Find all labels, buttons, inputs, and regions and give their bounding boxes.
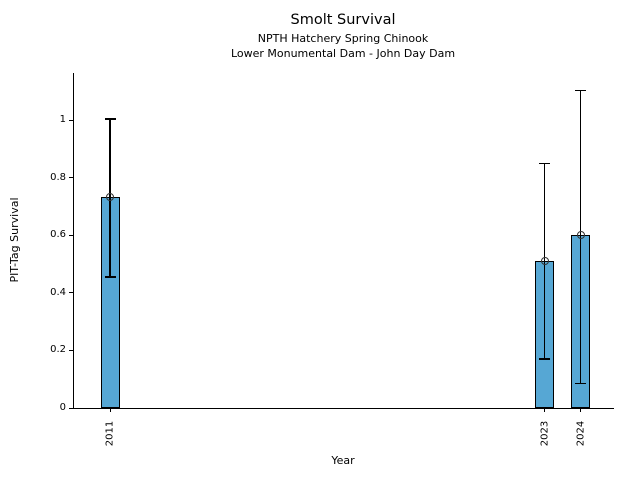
x-tick-label: 2011 [104, 420, 116, 446]
x-tick-label: 2024 [575, 420, 587, 446]
data-point-marker [106, 192, 115, 201]
error-bar-cap-bottom [104, 276, 116, 278]
y-tick-label: 0.4 [50, 286, 66, 298]
y-tick-mark [69, 234, 73, 236]
error-bar-cap-top [575, 89, 587, 91]
x-tick-mark [580, 408, 582, 412]
y-tick-label: 0.8 [50, 171, 66, 183]
y-tick-label: 0.6 [50, 229, 66, 241]
data-point-marker [576, 231, 585, 240]
x-tick-mark [109, 408, 111, 412]
y-tick-mark [69, 407, 73, 409]
y-tick-mark [69, 177, 73, 179]
chart-subtitle-line1: NPTH Hatchery Spring Chinook [257, 32, 429, 45]
x-axis-label: Year [331, 454, 355, 467]
y-tick-mark [69, 119, 73, 121]
error-bar-cap-bottom [539, 358, 550, 360]
y-axis-label: PIT-Tag Survival [8, 197, 21, 283]
x-tick-mark [544, 408, 545, 412]
chart-title: Smolt Survival [290, 12, 396, 28]
error-bar-cap-top [104, 118, 116, 120]
error-bar-cap-bottom [575, 382, 587, 385]
chart-subtitle-line2: Lower Monumental Dam - John Day Dam [230, 47, 456, 60]
y-tick-label: 0 [59, 402, 66, 413]
plot-area: 0 0.2 0.4 0.6 0.8 1 2011 2023 2024 [50, 73, 614, 446]
y-tick-mark [69, 349, 73, 351]
x-tick-label: 2023 [539, 420, 550, 446]
data-point-marker [540, 257, 549, 266]
error-bar-cap-top [539, 162, 550, 165]
y-tick-label: 0.2 [50, 344, 66, 356]
y-tick-label: 1 [59, 114, 66, 126]
y-tick-mark [69, 292, 73, 294]
